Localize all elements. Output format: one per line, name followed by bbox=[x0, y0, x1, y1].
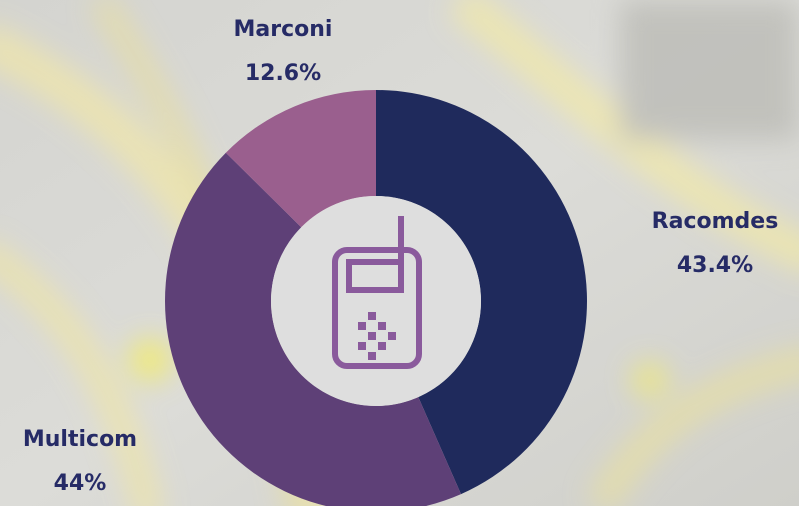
donut-slice bbox=[376, 90, 587, 495]
slice-name: Multicom bbox=[23, 427, 137, 452]
radio-icon-dots bbox=[358, 312, 396, 360]
slice-value: 43.4% bbox=[677, 253, 753, 278]
donut-slice bbox=[225, 90, 376, 228]
slice-value: 12.6% bbox=[245, 61, 321, 86]
slice-name: Marconi bbox=[234, 17, 333, 42]
radio-icon bbox=[332, 216, 422, 369]
donut-center bbox=[271, 196, 481, 406]
donut-slice bbox=[165, 152, 462, 506]
slice-value: 44% bbox=[54, 471, 107, 496]
slice-name: Racomdes bbox=[652, 209, 779, 234]
